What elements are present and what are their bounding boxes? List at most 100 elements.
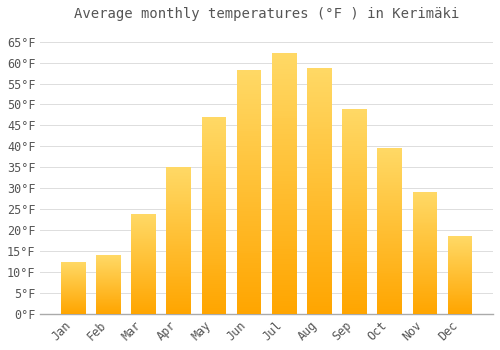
Bar: [272, 254, 296, 257]
Bar: [131, 293, 156, 294]
Bar: [412, 268, 438, 269]
Bar: [378, 312, 402, 314]
Bar: [237, 133, 262, 136]
Bar: [61, 305, 86, 306]
Bar: [307, 97, 332, 100]
Bar: [378, 201, 402, 203]
Bar: [237, 221, 262, 224]
Bar: [237, 182, 262, 185]
Bar: [237, 246, 262, 248]
Bar: [202, 274, 226, 277]
Bar: [342, 138, 367, 139]
Bar: [412, 211, 438, 212]
Bar: [272, 129, 296, 132]
Bar: [237, 160, 262, 163]
Bar: [272, 163, 296, 166]
Bar: [237, 119, 262, 121]
Bar: [412, 308, 438, 309]
Bar: [412, 298, 438, 299]
Bar: [272, 309, 296, 311]
Bar: [272, 108, 296, 111]
Bar: [202, 205, 226, 208]
Bar: [412, 297, 438, 298]
Bar: [342, 217, 367, 219]
Bar: [202, 160, 226, 162]
Bar: [378, 168, 402, 170]
Bar: [272, 166, 296, 168]
Bar: [237, 267, 262, 270]
Bar: [412, 313, 438, 314]
Bar: [342, 273, 367, 275]
Bar: [166, 299, 191, 301]
Bar: [378, 165, 402, 167]
Bar: [96, 292, 120, 293]
Bar: [412, 253, 438, 254]
Bar: [237, 155, 262, 158]
Bar: [131, 216, 156, 217]
Bar: [166, 233, 191, 235]
Bar: [342, 139, 367, 141]
Bar: [131, 309, 156, 310]
Bar: [342, 234, 367, 236]
Bar: [237, 99, 262, 102]
Bar: [412, 302, 438, 303]
Bar: [96, 289, 120, 290]
Bar: [96, 300, 120, 301]
Bar: [378, 269, 402, 271]
Bar: [342, 258, 367, 260]
Bar: [237, 219, 262, 221]
Bar: [272, 301, 296, 303]
Bar: [448, 265, 472, 266]
Bar: [448, 254, 472, 255]
Bar: [342, 213, 367, 215]
Bar: [202, 233, 226, 235]
Bar: [307, 312, 332, 314]
Bar: [448, 243, 472, 244]
Bar: [448, 251, 472, 252]
Bar: [202, 180, 226, 182]
Bar: [378, 271, 402, 273]
Bar: [307, 228, 332, 230]
Bar: [307, 198, 332, 201]
Bar: [412, 236, 438, 237]
Bar: [307, 208, 332, 210]
Bar: [378, 281, 402, 282]
Bar: [96, 288, 120, 289]
Bar: [378, 221, 402, 223]
Bar: [448, 236, 472, 237]
Bar: [166, 181, 191, 182]
Bar: [166, 176, 191, 177]
Bar: [96, 304, 120, 305]
Bar: [61, 288, 86, 289]
Bar: [131, 248, 156, 249]
Bar: [448, 285, 472, 286]
Bar: [378, 306, 402, 307]
Bar: [448, 275, 472, 276]
Bar: [272, 66, 296, 69]
Bar: [61, 309, 86, 310]
Bar: [307, 75, 332, 77]
Bar: [202, 239, 226, 241]
Bar: [378, 173, 402, 175]
Bar: [131, 254, 156, 255]
Bar: [166, 282, 191, 283]
Bar: [378, 191, 402, 193]
Bar: [237, 141, 262, 143]
Bar: [131, 279, 156, 280]
Bar: [307, 169, 332, 171]
Bar: [237, 309, 262, 312]
Bar: [272, 275, 296, 278]
Bar: [272, 231, 296, 233]
Bar: [131, 252, 156, 253]
Bar: [131, 249, 156, 250]
Bar: [378, 298, 402, 299]
Bar: [166, 235, 191, 236]
Bar: [237, 292, 262, 294]
Bar: [272, 150, 296, 152]
Bar: [166, 292, 191, 293]
Bar: [378, 282, 402, 284]
Bar: [412, 234, 438, 235]
Bar: [342, 168, 367, 170]
Bar: [412, 312, 438, 313]
Bar: [202, 247, 226, 249]
